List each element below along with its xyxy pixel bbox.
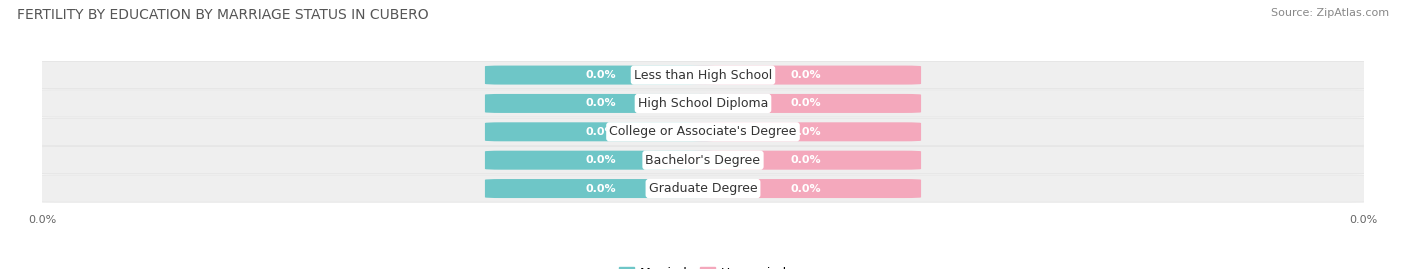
Legend: Married, Unmarried: Married, Unmarried [613,262,793,269]
FancyBboxPatch shape [485,66,716,84]
FancyBboxPatch shape [690,66,921,84]
FancyBboxPatch shape [485,94,716,113]
Text: Less than High School: Less than High School [634,69,772,82]
Text: 0.0%: 0.0% [585,127,616,137]
Text: 0.0%: 0.0% [585,155,616,165]
Text: FERTILITY BY EDUCATION BY MARRIAGE STATUS IN CUBERO: FERTILITY BY EDUCATION BY MARRIAGE STATU… [17,8,429,22]
Text: 0.0%: 0.0% [585,70,616,80]
FancyBboxPatch shape [30,175,1376,202]
FancyBboxPatch shape [485,151,716,170]
Text: 0.0%: 0.0% [790,127,821,137]
FancyBboxPatch shape [30,147,1376,174]
Text: 0.0%: 0.0% [790,155,821,165]
FancyBboxPatch shape [485,179,716,198]
FancyBboxPatch shape [485,122,716,141]
Text: High School Diploma: High School Diploma [638,97,768,110]
FancyBboxPatch shape [690,179,921,198]
FancyBboxPatch shape [30,90,1376,117]
Text: 0.0%: 0.0% [585,98,616,108]
Text: Bachelor's Degree: Bachelor's Degree [645,154,761,167]
FancyBboxPatch shape [690,151,921,170]
FancyBboxPatch shape [690,94,921,113]
Text: 0.0%: 0.0% [790,70,821,80]
Text: 0.0%: 0.0% [790,98,821,108]
Text: College or Associate's Degree: College or Associate's Degree [609,125,797,138]
FancyBboxPatch shape [690,122,921,141]
Text: Source: ZipAtlas.com: Source: ZipAtlas.com [1271,8,1389,18]
FancyBboxPatch shape [30,118,1376,146]
FancyBboxPatch shape [30,61,1376,89]
Text: 0.0%: 0.0% [790,183,821,193]
Text: Graduate Degree: Graduate Degree [648,182,758,195]
Text: 0.0%: 0.0% [585,183,616,193]
